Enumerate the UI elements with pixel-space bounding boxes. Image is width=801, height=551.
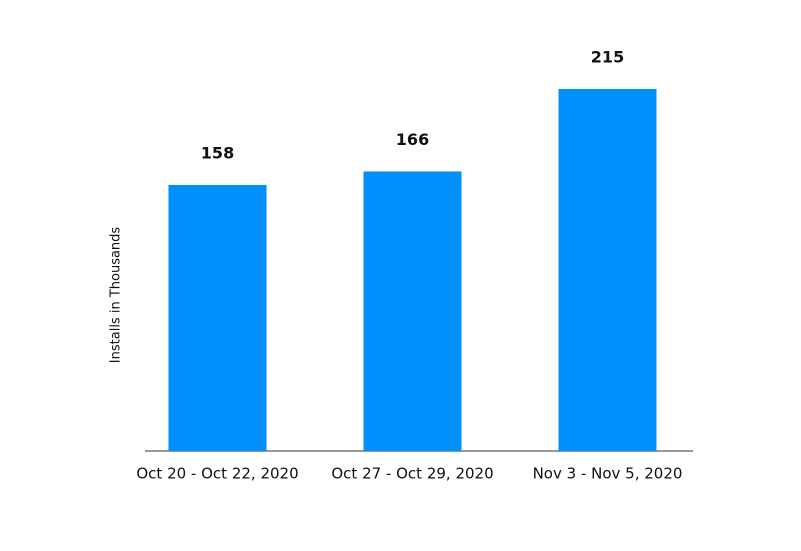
bar [558, 88, 657, 451]
bar [363, 171, 462, 451]
y-axis-label: Installs in Thousands [109, 227, 124, 364]
data-label: 158 [201, 143, 234, 162]
x-tick-label: Oct 27 - Oct 29, 2020 [331, 465, 493, 483]
data-label: 215 [591, 47, 624, 66]
data-label: 166 [396, 130, 429, 149]
bar [168, 184, 267, 452]
x-tick-label: Nov 3 - Nov 5, 2020 [533, 465, 683, 483]
x-tick-label: Oct 20 - Oct 22, 2020 [136, 465, 298, 483]
